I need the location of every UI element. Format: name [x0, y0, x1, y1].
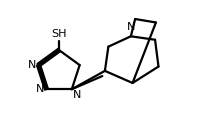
Text: N: N [73, 90, 81, 100]
Text: N: N [28, 60, 37, 70]
Text: SH: SH [51, 29, 67, 39]
Text: N: N [127, 22, 135, 32]
Text: N: N [36, 84, 44, 94]
